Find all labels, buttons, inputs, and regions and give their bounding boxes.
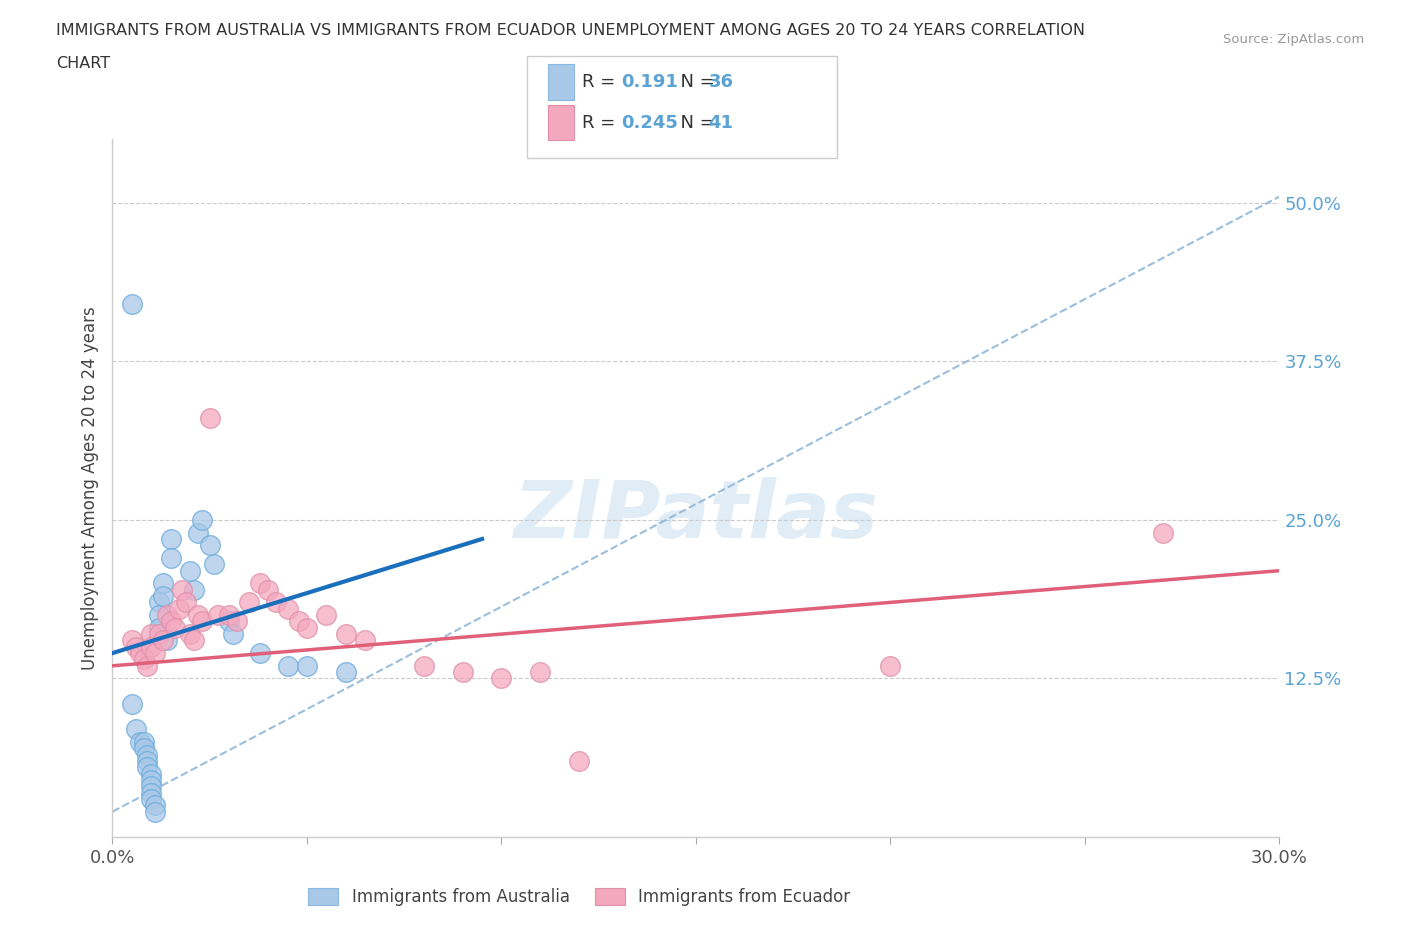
Point xyxy=(141,639,163,654)
Point xyxy=(121,297,143,312)
Point xyxy=(315,607,337,622)
Point xyxy=(125,639,148,654)
Point xyxy=(257,582,280,597)
Point xyxy=(152,576,174,591)
Point xyxy=(238,595,260,610)
Point xyxy=(148,595,170,610)
Point xyxy=(163,620,186,635)
Point xyxy=(354,633,377,648)
Text: 41: 41 xyxy=(709,113,734,132)
Point xyxy=(179,627,201,642)
Point xyxy=(141,627,163,642)
Point xyxy=(152,589,174,604)
Point xyxy=(141,778,163,793)
Point xyxy=(1152,525,1174,540)
Point xyxy=(218,614,240,629)
Point xyxy=(191,512,214,527)
Point xyxy=(143,804,166,819)
Point xyxy=(191,614,214,629)
Point xyxy=(187,607,209,622)
Point xyxy=(143,645,166,660)
Point xyxy=(276,602,298,617)
Point xyxy=(568,753,591,768)
Text: 36: 36 xyxy=(709,73,734,91)
Point xyxy=(226,614,249,629)
Point xyxy=(141,766,163,781)
Point xyxy=(335,627,357,642)
Text: 0.191: 0.191 xyxy=(621,73,678,91)
Point xyxy=(160,532,183,547)
Point xyxy=(148,607,170,622)
Point xyxy=(218,607,240,622)
Point xyxy=(295,658,318,673)
Point xyxy=(136,747,159,762)
Point xyxy=(143,798,166,813)
Text: R =: R = xyxy=(582,113,621,132)
Point xyxy=(167,602,190,617)
Point xyxy=(249,576,271,591)
Point xyxy=(136,658,159,673)
Point xyxy=(264,595,287,610)
Point xyxy=(160,614,183,629)
Point xyxy=(207,607,229,622)
Text: N =: N = xyxy=(669,73,721,91)
Point xyxy=(128,735,150,750)
Point xyxy=(121,697,143,711)
Point xyxy=(202,557,225,572)
Point xyxy=(132,735,155,750)
Point xyxy=(156,633,179,648)
Point xyxy=(183,582,205,597)
Point xyxy=(141,773,163,788)
Point xyxy=(412,658,434,673)
Point xyxy=(222,627,245,642)
Legend: Immigrants from Australia, Immigrants from Ecuador: Immigrants from Australia, Immigrants fr… xyxy=(302,881,856,912)
Point xyxy=(879,658,901,673)
Point xyxy=(451,665,474,680)
Point xyxy=(141,785,163,800)
Text: Source: ZipAtlas.com: Source: ZipAtlas.com xyxy=(1223,33,1364,46)
Point xyxy=(198,538,221,552)
Point xyxy=(152,633,174,648)
Point xyxy=(249,645,271,660)
Point xyxy=(187,525,209,540)
Point xyxy=(176,595,198,610)
Text: CHART: CHART xyxy=(56,56,110,71)
Point xyxy=(276,658,298,673)
Point xyxy=(125,722,148,737)
Point xyxy=(183,633,205,648)
Text: IMMIGRANTS FROM AUSTRALIA VS IMMIGRANTS FROM ECUADOR UNEMPLOYMENT AMONG AGES 20 : IMMIGRANTS FROM AUSTRALIA VS IMMIGRANTS … xyxy=(56,23,1085,38)
Point xyxy=(335,665,357,680)
Text: ZIPatlas: ZIPatlas xyxy=(513,477,879,555)
Point xyxy=(141,791,163,806)
Point xyxy=(529,665,551,680)
Text: R =: R = xyxy=(582,73,621,91)
Point xyxy=(179,564,201,578)
Point xyxy=(132,652,155,667)
Point xyxy=(121,633,143,648)
Point xyxy=(156,607,179,622)
Point xyxy=(132,741,155,756)
Point xyxy=(198,411,221,426)
Text: N =: N = xyxy=(669,113,721,132)
Point xyxy=(288,614,311,629)
Text: 0.245: 0.245 xyxy=(621,113,678,132)
Point xyxy=(128,645,150,660)
Point xyxy=(148,627,170,642)
Point xyxy=(172,582,194,597)
Point xyxy=(491,671,513,686)
Point xyxy=(295,620,318,635)
Point xyxy=(136,753,159,768)
Point xyxy=(136,760,159,775)
Point xyxy=(160,551,183,565)
Y-axis label: Unemployment Among Ages 20 to 24 years: Unemployment Among Ages 20 to 24 years xyxy=(80,306,98,671)
Point xyxy=(148,620,170,635)
